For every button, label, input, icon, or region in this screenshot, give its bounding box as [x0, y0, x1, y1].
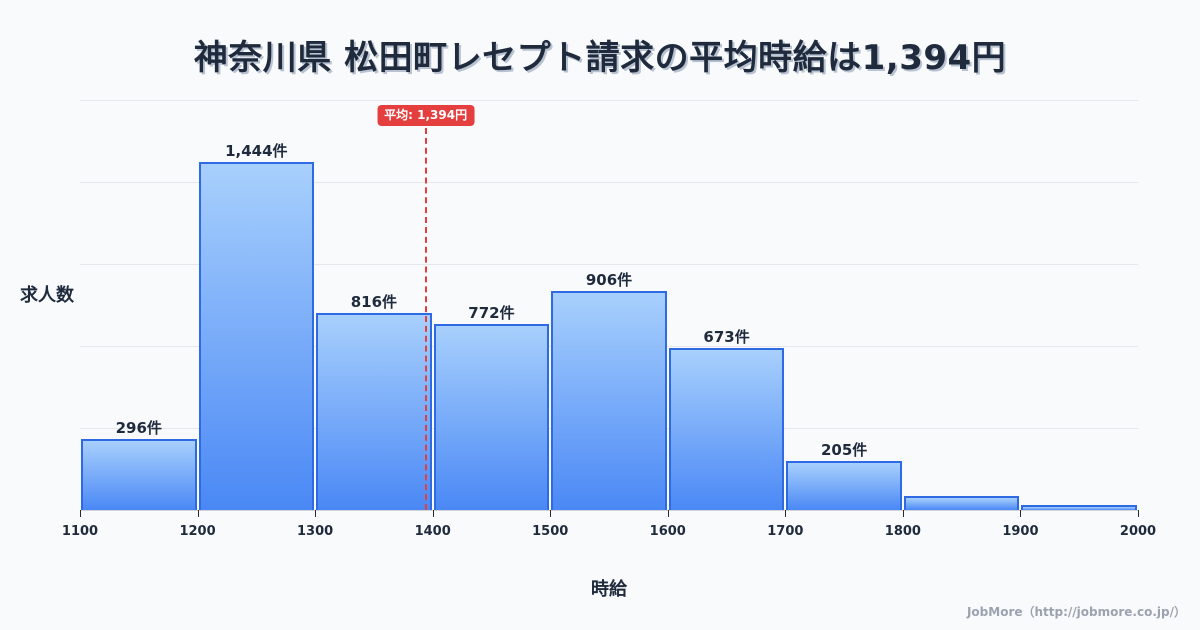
gridline [80, 264, 1138, 265]
x-tick-label: 1600 [649, 524, 686, 539]
x-tick [902, 510, 904, 517]
x-axis-label: 時給 [591, 579, 627, 600]
bar-value-label: 673件 [703, 327, 750, 346]
x-tick [432, 510, 434, 517]
histogram-bar [81, 438, 197, 510]
x-tick [1138, 510, 1139, 517]
histogram-bar [198, 161, 315, 510]
histogram-bar [316, 313, 432, 510]
x-tick-label: 1700 [767, 524, 804, 539]
x-tick-label: 1100 [61, 524, 99, 539]
x-tick [1020, 510, 1022, 517]
bar-value-label: 906件 [585, 271, 633, 290]
x-axis-line [80, 510, 1138, 511]
histogram-bar [433, 323, 550, 510]
x-tick-label: 1900 [1002, 524, 1039, 539]
x-tick [80, 510, 81, 517]
mean-badge: 平均: 1,394円 [377, 105, 475, 126]
bar-value-label: 296件 [115, 418, 162, 437]
bar-value-label: 816件 [350, 293, 398, 312]
footer-credit: JobMore（http://jobmore.co.jp/） [966, 605, 1186, 619]
gridline [80, 182, 1138, 183]
x-tick-label: 1400 [414, 524, 451, 539]
histogram-bar [786, 460, 902, 510]
histogram-bar [1021, 505, 1137, 510]
bar-value-label: 772件 [468, 303, 515, 322]
x-tick-label: 1500 [532, 524, 569, 539]
gridline [80, 100, 1138, 101]
histogram-bar [668, 347, 785, 510]
x-tick [197, 510, 199, 517]
x-tick-label: 1800 [884, 524, 921, 539]
mean-line [424, 128, 427, 510]
histogram-bar [903, 495, 1020, 510]
plot-area: 296件 1,444件 816件 772件 906件 673件 205件 1100 1200 13… [62, 100, 1156, 539]
chart-title: 神奈川県 松田町レセプト請求の平均時給は1,394円 [193, 38, 1007, 78]
x-tick [315, 510, 317, 517]
bar-value-label: 1,444件 [225, 141, 288, 160]
x-tick-label: 1300 [297, 524, 334, 539]
x-tick [785, 510, 787, 517]
histogram-bar [551, 291, 667, 510]
x-tick [667, 510, 669, 517]
x-tick [550, 510, 552, 517]
x-tick-label: 1200 [179, 524, 216, 539]
y-axis-label: 求人数 [20, 285, 74, 306]
bar-value-label: 205件 [820, 440, 868, 459]
x-tick-label: 2000 [1119, 524, 1157, 539]
